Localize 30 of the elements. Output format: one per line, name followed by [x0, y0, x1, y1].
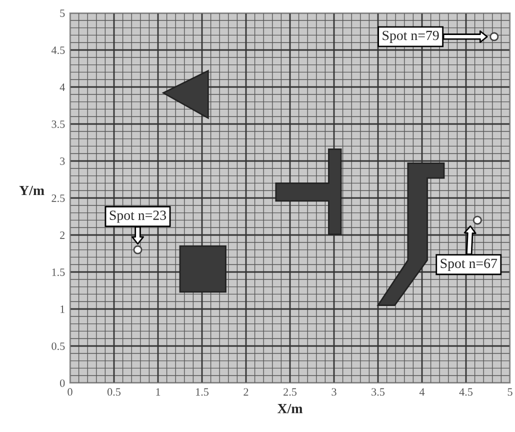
- x-tick-label: 1.5: [196, 388, 209, 396]
- y-tick-label: 1.5: [52, 268, 65, 276]
- x-tick-label: 2.5: [284, 388, 297, 396]
- y-tick-label: 4: [60, 84, 65, 91]
- y-tick-label: 1: [60, 306, 64, 313]
- y-axis-title: Y/m: [19, 186, 44, 196]
- y-tick-label: 0: [60, 379, 65, 387]
- x-tick-label: 2: [244, 388, 248, 396]
- x-tick-label: 0.5: [107, 388, 121, 396]
- x-tick-label: 0: [68, 388, 72, 396]
- x-tick-label: 5: [508, 388, 512, 396]
- annotation: Spot n=23: [110, 210, 166, 223]
- y-tick-label: 5: [60, 10, 65, 17]
- x-tick-label: 4.5: [459, 388, 473, 396]
- y-tick-label: 4.5: [51, 46, 65, 54]
- point: [490, 32, 499, 42]
- y-tick-label: 3.5: [52, 120, 65, 128]
- annotation: Spot n=67: [440, 258, 498, 271]
- x-tick-label: 3: [332, 388, 336, 396]
- y-tick-label: 2.5: [52, 194, 65, 202]
- point: [133, 245, 142, 254]
- y-tick-label: 0.5: [52, 342, 65, 350]
- annotation: Spot n=79: [382, 30, 439, 43]
- y-tick-label: 2: [60, 231, 65, 239]
- x-tick-label: 1: [156, 388, 160, 396]
- x-axis-title: X/m: [278, 404, 302, 414]
- x-tick-label: 4: [419, 388, 425, 396]
- y-tick-label: 3: [60, 157, 65, 165]
- x-tick-label: 3.5: [372, 388, 385, 396]
- point: [472, 216, 482, 225]
